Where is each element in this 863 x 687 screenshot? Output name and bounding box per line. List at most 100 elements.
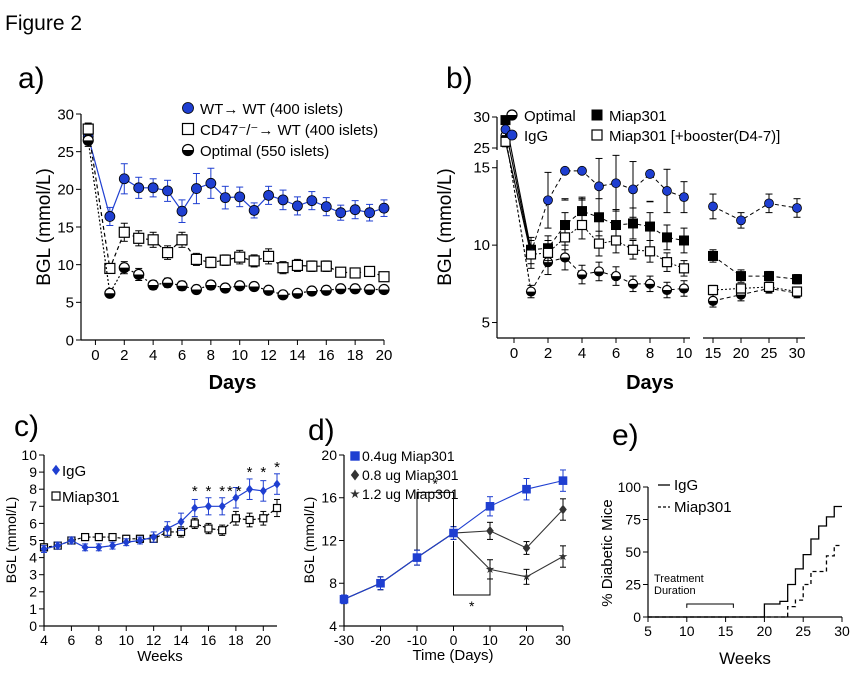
series-line <box>43 507 278 548</box>
data-point-fill <box>594 271 604 276</box>
x-tick-label: 4 <box>578 345 586 362</box>
x-axis-title: Weeks <box>137 648 183 665</box>
significance-star: * <box>206 483 212 500</box>
data-point <box>259 514 268 523</box>
significance-star: * <box>236 483 242 500</box>
x-tick-label: 10 <box>676 345 693 362</box>
y-tick-label: 15 <box>473 160 490 177</box>
x-tick-label: 15 <box>705 345 722 362</box>
x-tick-label: 20 <box>376 347 393 364</box>
data-point <box>122 537 130 547</box>
chart-panel-e: e) 5 10 15 20 25 30 0 25 50 75 100 Weeks % Diabetic M… <box>599 419 850 668</box>
data-point <box>645 169 655 179</box>
data-point-fill <box>526 291 536 297</box>
legend-marker <box>350 451 360 461</box>
y-tick-label: 5 <box>66 295 74 312</box>
series-line <box>504 141 532 255</box>
legend-label: IgG <box>674 477 698 494</box>
data-point <box>109 541 117 551</box>
data-point <box>735 283 747 294</box>
y-axis-title: BGL (mmol/L) <box>3 497 19 584</box>
y-tick-label: 4 <box>29 550 37 566</box>
significance-star: * <box>433 475 439 491</box>
figure-title: Figure 2 <box>5 12 82 35</box>
y-tick-label: 10 <box>21 447 37 463</box>
data-point <box>219 192 231 204</box>
data-point-fill <box>292 293 303 299</box>
data-point <box>118 173 130 185</box>
data-point <box>292 200 303 212</box>
chart-panel-a: a) 0 2 4 6 8 10 12 14 16 18 20 0 5 10 15 20 25 30 Days BGL (… <box>18 62 392 394</box>
data-point <box>40 544 48 554</box>
series-line <box>504 129 532 253</box>
data-point <box>644 246 656 257</box>
data-point <box>133 268 145 281</box>
data-point <box>320 284 332 296</box>
data-point-fill <box>162 282 173 288</box>
legend-marker <box>591 109 603 121</box>
y-tick-label: 12 <box>321 532 337 548</box>
series-step-line <box>648 505 842 618</box>
x-tick-label: 6 <box>68 632 76 648</box>
data-point <box>662 232 672 243</box>
data-point <box>176 234 188 246</box>
data-point <box>577 165 587 176</box>
y-tick-label: 30 <box>57 106 74 123</box>
legend-label: 0.8 ug Miap301 <box>362 467 459 483</box>
data-point <box>161 247 174 259</box>
data-point <box>291 259 304 272</box>
data-point <box>576 269 588 280</box>
data-point-fill <box>335 288 346 294</box>
data-point <box>485 502 495 511</box>
data-point <box>205 177 217 189</box>
x-tick-label: 10 <box>118 632 134 648</box>
data-point <box>792 274 802 285</box>
data-point <box>645 221 655 232</box>
data-point <box>363 265 376 278</box>
data-point <box>628 184 638 195</box>
chart-panel-b: b) 0 2 4 6 8 10 15 20 25 30 5 10 15 25 30 Days BGL (mmol/… <box>435 62 805 394</box>
x-tick-label: 18 <box>347 347 364 364</box>
legend-label: IgG <box>62 463 86 480</box>
data-point <box>272 503 282 513</box>
data-point <box>764 271 774 282</box>
y-tick-label: 10 <box>473 237 490 254</box>
data-point <box>218 526 227 535</box>
data-point <box>678 283 690 294</box>
legend-label: Miap301 <box>62 489 120 506</box>
data-point <box>593 238 605 249</box>
series-step-line <box>648 544 842 618</box>
data-point <box>190 283 203 296</box>
x-axis-title: Weeks <box>719 649 771 668</box>
data-point <box>205 279 217 291</box>
legend-marker-fill <box>507 115 517 120</box>
data-point-fill <box>249 286 260 292</box>
data-point <box>176 205 188 217</box>
data-point <box>248 205 260 216</box>
data-point <box>136 535 144 546</box>
y-tick-label: 3 <box>29 567 37 583</box>
x-tick-label: 8 <box>95 632 103 648</box>
x-tick-label: 0 <box>91 347 99 364</box>
data-point <box>191 503 199 513</box>
data-point <box>707 284 719 296</box>
series-line <box>712 287 798 302</box>
data-point-fill <box>662 290 672 295</box>
data-point <box>679 192 689 203</box>
data-point <box>204 524 213 533</box>
y-tick-label: 0 <box>633 609 641 625</box>
treatment-label: Treatment <box>654 573 704 585</box>
series-line <box>530 170 685 254</box>
data-point <box>273 479 281 489</box>
legend-marker <box>350 469 360 481</box>
data-point <box>593 266 605 277</box>
data-point <box>104 262 116 275</box>
panel-label: c) <box>14 410 39 443</box>
data-point <box>558 552 568 561</box>
y-tick-label: 6 <box>29 515 37 531</box>
y-tick-label: 1 <box>29 601 37 617</box>
legend-label: WT→ WT (400 islets) <box>200 101 343 118</box>
data-point-fill <box>278 294 288 300</box>
